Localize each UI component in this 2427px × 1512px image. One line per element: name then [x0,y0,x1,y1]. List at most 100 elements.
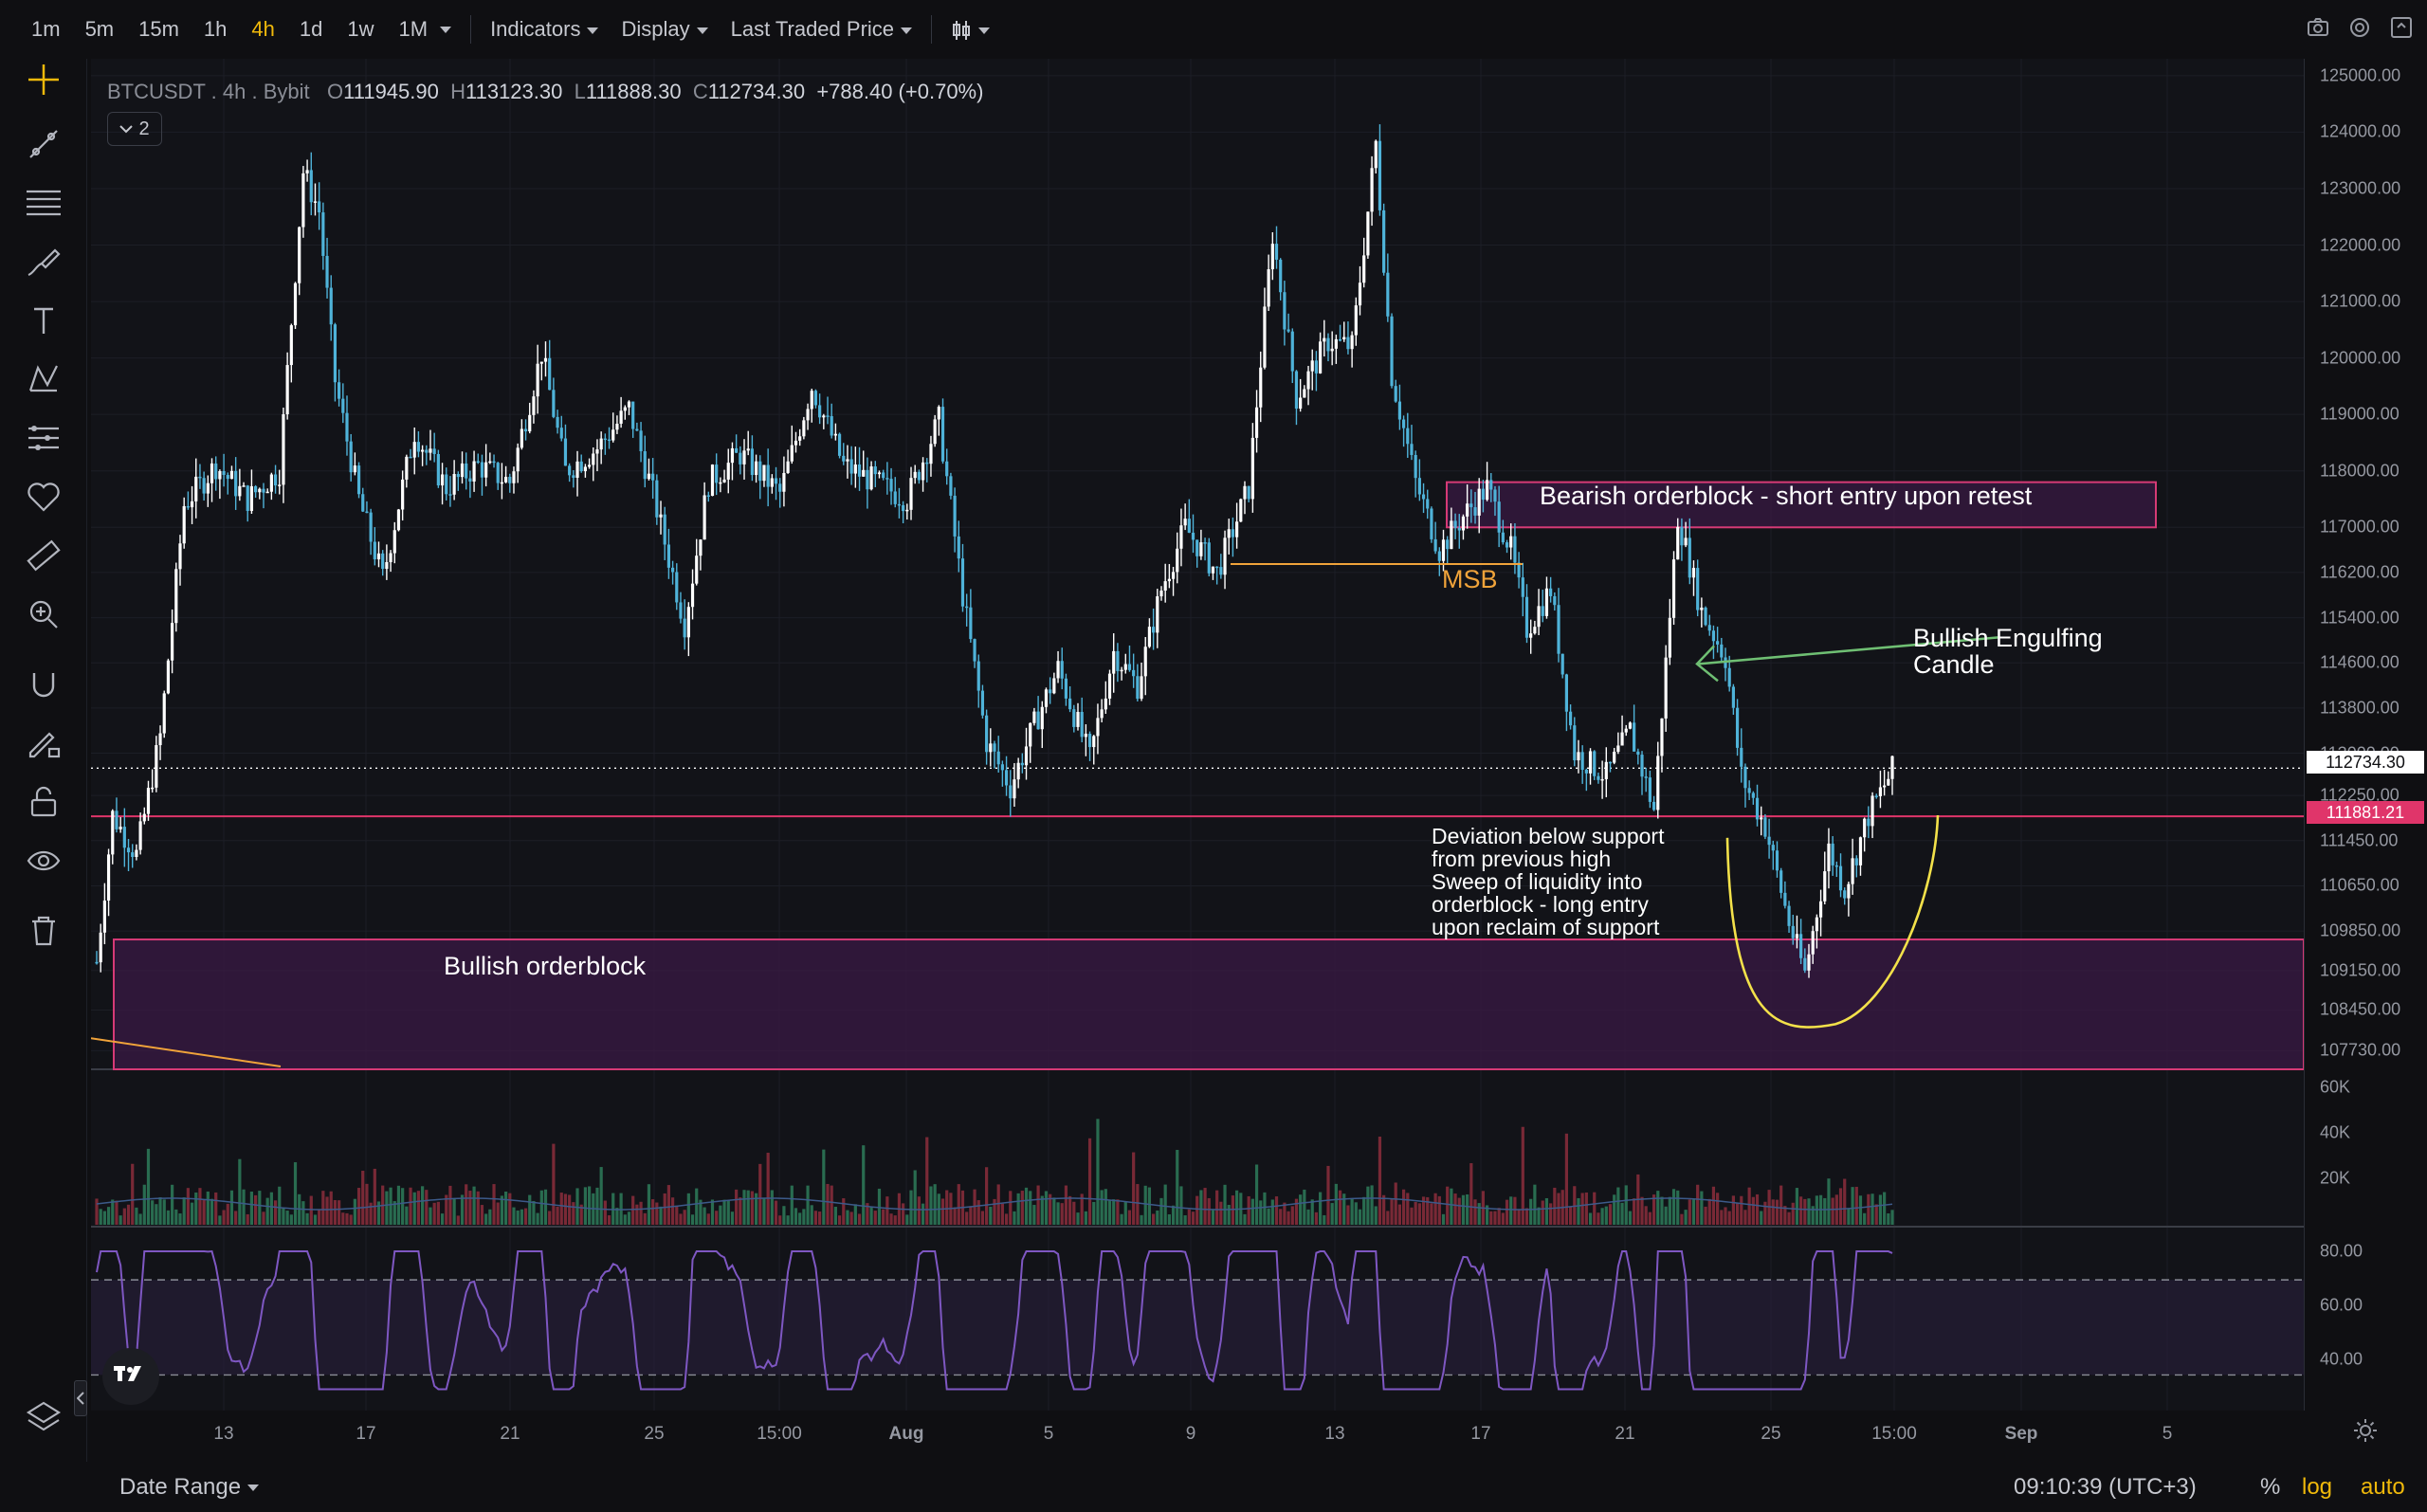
crosshair-icon[interactable] [21,57,66,102]
candle-body [488,461,492,464]
volume-bar [1707,1198,1711,1225]
time-axis[interactable]: 13 17 21 25 15:00 Aug 5 9 13 17 21 25 15:00 Sep 5 [91,1411,2304,1462]
timeframe-1d[interactable]: 1d [299,17,323,41]
horizontal-lines-icon[interactable] [21,180,66,226]
heart-icon[interactable] [21,474,66,519]
candle-body [425,449,429,453]
candle-body [1250,437,1254,500]
candle-body [1283,292,1286,330]
candle-body [969,607,973,640]
timeframe-5m[interactable]: 5m [84,17,115,41]
unlock-icon[interactable] [21,779,66,825]
volume-bar [651,1199,655,1225]
candlestick-icon [953,21,971,41]
candle-body [1020,762,1024,766]
timeframe-4h[interactable]: 4h [251,17,275,41]
timeframe-15m[interactable]: 15m [138,17,179,41]
volume-bar [1147,1187,1152,1225]
zoom-in-icon[interactable] [21,592,66,637]
candle-body [1040,706,1044,730]
candle-body [651,473,655,481]
candle-body [102,900,106,933]
volume-bar [1696,1184,1700,1225]
timeframe-1h[interactable]: 1h [203,17,228,41]
volume-bar [627,1211,631,1225]
settings-gear-icon[interactable] [2347,15,2372,40]
lock-drawings-icon[interactable] [21,720,66,766]
candle-body [957,536,960,559]
volume-bar [929,1186,933,1225]
candle-body [1707,625,1711,631]
volume-bar [106,1207,111,1225]
collapse-panel-button[interactable] [74,1380,87,1416]
eye-icon[interactable] [21,838,66,884]
indicators-count: 2 [138,118,150,139]
symbol-name[interactable]: BTCUSDT [107,80,206,103]
candle-body [1064,678,1068,699]
trash-icon[interactable] [21,908,66,954]
chart-pane[interactable] [91,59,2304,1411]
low-label: L [574,80,586,103]
indicators-collapse-button[interactable]: 2 [107,112,162,146]
time-axis-settings-icon[interactable] [2351,1416,2380,1445]
candle-body [1818,901,1823,918]
text-tool-icon[interactable] [21,298,66,343]
percent-scale-toggle[interactable]: % [2260,1474,2281,1500]
ruler-icon[interactable] [21,533,66,578]
candle-body [1029,722,1032,747]
date-range-button[interactable]: Date Range [119,1474,260,1501]
volume-bar [1346,1205,1350,1225]
fib-levels-icon[interactable] [21,415,66,461]
deviation-note-line: from previous high [1432,847,1612,871]
candle-body [1604,761,1608,779]
candle-body [1306,371,1310,390]
candle-body [1883,785,1887,788]
volume-bar [778,1215,782,1225]
trend-line-icon[interactable] [21,121,66,167]
candle-body [1152,627,1156,633]
candle-body [1834,865,1838,867]
chart-type-menu[interactable] [940,0,1001,59]
candle-body [1600,778,1604,781]
candle-body [1838,865,1843,891]
candle-body [849,459,853,474]
candle-body [937,407,940,420]
candle-body [989,743,993,753]
log-scale-toggle[interactable]: log [2302,1474,2333,1500]
fullscreen-icon[interactable] [2389,15,2414,40]
candle-body [1580,752,1584,771]
candle-body [862,469,866,477]
volume-bar [1597,1212,1600,1225]
candle-body [996,751,1000,765]
pattern-tool-icon[interactable] [21,356,66,402]
candle-body [329,287,333,325]
timeframe-dropdown-icon[interactable] [440,26,452,33]
candle-body [194,476,198,501]
magnet-icon[interactable] [21,662,66,707]
bottom-bar: Date Range 09:10:39 (UTC+3) % log auto [0,1462,2427,1512]
volume-bar [607,1215,611,1225]
volume-bar [579,1204,583,1225]
timeframe-1w[interactable]: 1w [347,17,374,41]
price-axis[interactable]: 125000.00 124000.00 123000.00 122000.00 1210… [2304,59,2427,1411]
auto-scale-toggle[interactable]: auto [2361,1474,2405,1500]
volume-bar [739,1197,742,1225]
volume-bar [583,1187,588,1225]
volume-bar [432,1202,436,1225]
candle-body [246,485,249,511]
price-chart[interactable] [91,59,2304,1411]
tradingview-logo[interactable] [102,1348,159,1405]
display-menu[interactable]: Display [610,0,719,59]
layers-icon[interactable] [21,1394,66,1439]
candle-body [249,485,254,511]
candle-body [285,365,289,415]
volume-bar [1513,1196,1517,1225]
indicators-menu[interactable]: Indicators [479,0,610,59]
price-source-menu[interactable]: Last Traded Price [720,0,923,59]
brush-icon[interactable] [21,239,66,284]
candle-body [993,743,996,752]
timeframe-1M[interactable]: 1M [398,17,429,41]
camera-icon[interactable] [2306,15,2330,40]
candle-body [500,482,504,484]
timeframe-1m[interactable]: 1m [31,17,61,41]
